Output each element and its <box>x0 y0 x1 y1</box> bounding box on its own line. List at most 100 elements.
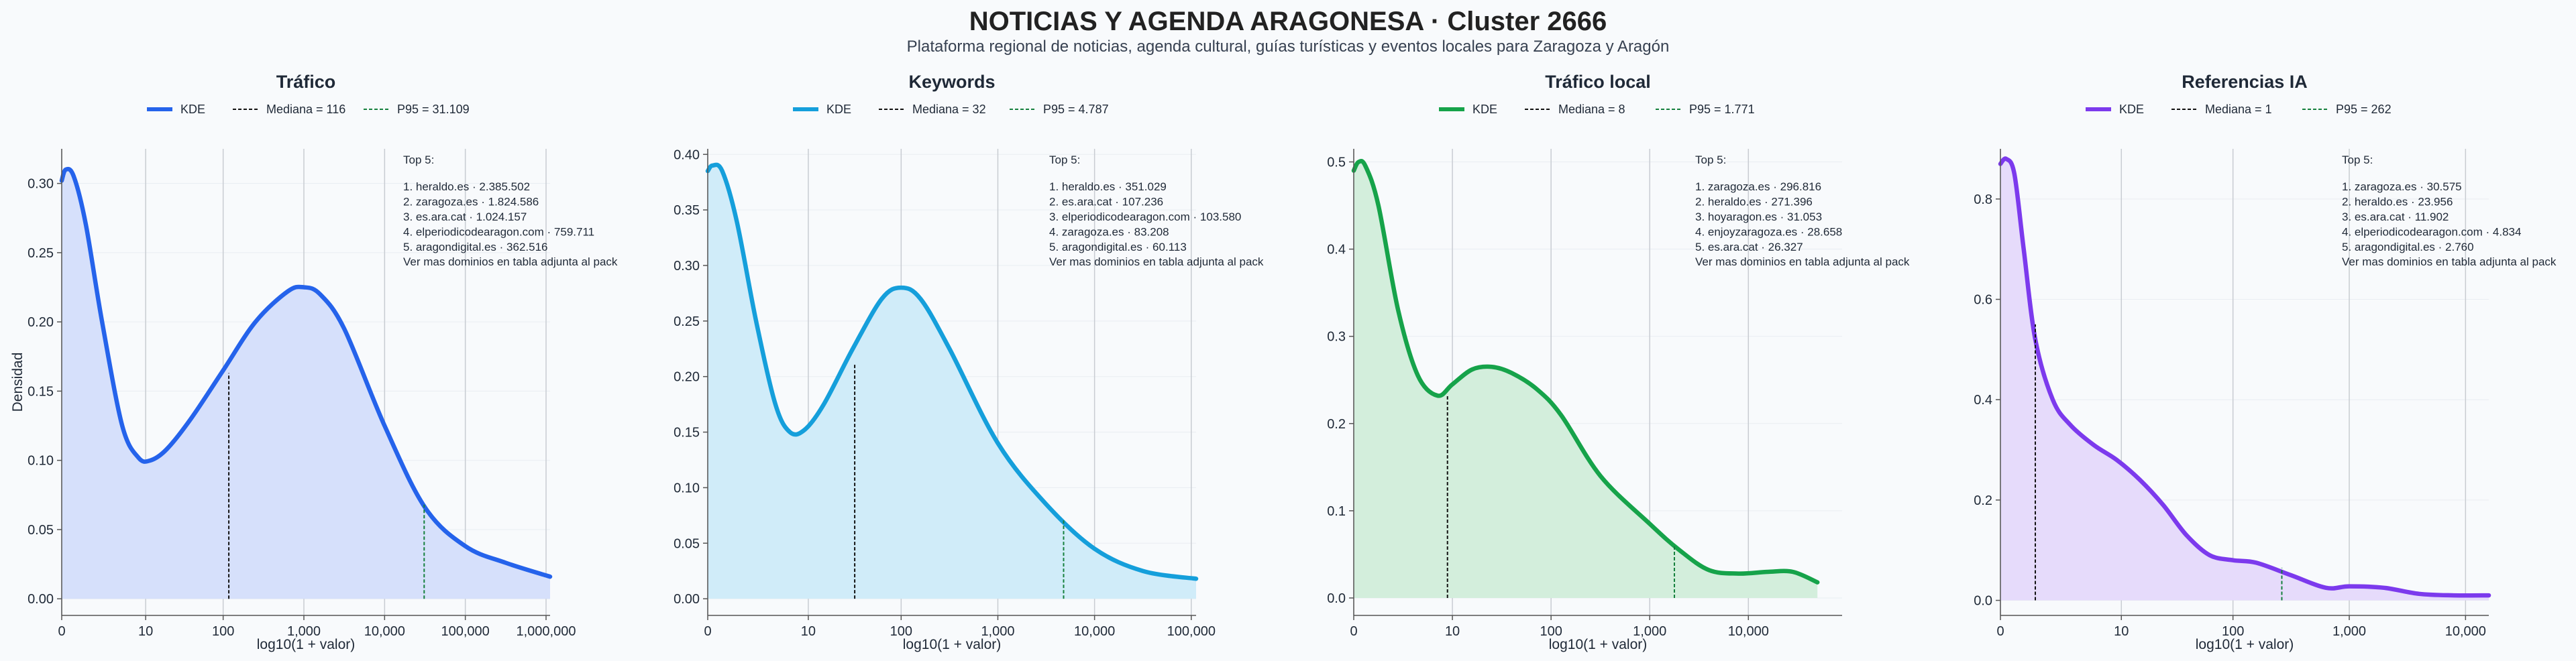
x-tick-label: 1,000 <box>1633 624 1666 639</box>
top5-item: 1. zaragoza.es · 30.575 <box>2342 180 2462 193</box>
legend-median-label: Mediana = 1 <box>2205 103 2272 116</box>
y-tick-label: 0.05 <box>28 523 54 538</box>
y-tick-label: 0.5 <box>1327 156 1346 170</box>
x-axis-label: log10(1 + valor) <box>1549 637 1648 652</box>
top5-heading: Top 5: <box>2342 154 2373 166</box>
x-tick-label: 1,000 <box>287 624 321 639</box>
x-tick-label: 1,000 <box>2332 624 2366 639</box>
y-tick-label: 0.00 <box>28 592 54 607</box>
panel-title: Tráfico <box>276 72 336 92</box>
x-tick-label: 10,000 <box>1728 624 1769 639</box>
x-axis-label: log10(1 + valor) <box>2196 637 2294 652</box>
y-tick-label: 0.15 <box>674 426 700 440</box>
top5-annotation: Top 5: 1. heraldo.es · 2.385.502 2. zarago… <box>403 154 618 268</box>
y-tick-label: 0.2 <box>1327 417 1346 432</box>
x-tick-label: 1,000,000 <box>516 624 576 639</box>
y-axis-label: Densidad <box>10 353 25 412</box>
kde-line <box>1998 156 2491 598</box>
top5-item: 1. zaragoza.es · 296.816 <box>1695 180 1821 193</box>
kde-line <box>59 166 553 579</box>
legend-median-label: Mediana = 8 <box>1558 103 1625 116</box>
legend-kde-label: KDE <box>1472 103 1497 116</box>
x-tick-label: 10,000 <box>2445 624 2486 639</box>
y-tick-label: 0.10 <box>28 454 54 469</box>
page-title: NOTICIAS Y AGENDA ARAGONESA · Cluster 26… <box>969 7 1607 36</box>
y-tick-label: 0.8 <box>1974 192 1992 207</box>
kde-area <box>62 169 550 599</box>
top5-item: 3. hoyaragon.es · 31.053 <box>1695 211 1822 223</box>
kde-area <box>1354 161 1818 598</box>
chart-panel-3: Tráfico local KDE Mediana = 8 P95 = 1.771 0.… <box>1327 72 1910 652</box>
y-tick-label: 0.25 <box>674 314 700 329</box>
top5-footer: Ver mas dominios en tabla adjunta al pac… <box>2342 255 2557 268</box>
x-tick-label: 0 <box>58 624 65 639</box>
top5-item: 4. enjoyzaragoza.es · 28.658 <box>1695 226 1842 239</box>
x-tick-label: 0 <box>1996 624 2004 639</box>
kde-line <box>1351 158 1820 585</box>
top5-annotation: Top 5: 1. zaragoza.es · 296.816 2. heraldo… <box>1695 154 1910 268</box>
panel-title: Tráfico local <box>1545 72 1651 92</box>
chart-panel-4: Referencias IA KDE Mediana = 1 P95 = 262 0.0… <box>1974 72 2557 652</box>
top5-heading: Top 5: <box>1049 154 1080 166</box>
legend-median-label: Mediana = 32 <box>912 103 986 116</box>
y-tick-label: 0.10 <box>674 481 700 495</box>
top5-item: 2. heraldo.es · 23.956 <box>2342 196 2453 208</box>
x-tick-label: 10,000 <box>364 624 405 639</box>
legend-p95-label: P95 = 31.109 <box>397 103 470 116</box>
x-tick-label: 10 <box>138 624 153 639</box>
legend: KDE Mediana = 1 P95 = 262 <box>2086 103 2392 116</box>
legend: KDE Mediana = 116 P95 = 31.109 <box>147 103 470 116</box>
x-tick-label: 10 <box>801 624 816 639</box>
x-axis-label: log10(1 + valor) <box>903 637 1002 652</box>
chart-panel-1: Tráfico KDE Mediana = 116 P95 = 31.109 0.00 0… <box>10 72 618 652</box>
x-tick-label: 100,000 <box>441 624 490 639</box>
legend-p95-label: P95 = 262 <box>2336 103 2392 116</box>
top5-footer: Ver mas dominios en tabla adjunta al pac… <box>403 255 618 268</box>
legend: KDE Mediana = 8 P95 = 1.771 <box>1439 103 1755 116</box>
top5-item: 5. aragondigital.es · 2.760 <box>2342 241 2474 253</box>
top5-annotation: Top 5: 1. zaragoza.es · 30.575 2. heraldo.… <box>2342 154 2557 268</box>
x-tick-label: 10 <box>1445 624 1460 639</box>
legend-kde-label: KDE <box>2119 103 2144 116</box>
top5-item: 5. es.ara.cat · 26.327 <box>1695 241 1803 253</box>
top5-heading: Top 5: <box>1695 154 1726 166</box>
x-tick-label: 0 <box>704 624 711 639</box>
legend-median-label: Mediana = 116 <box>266 103 345 116</box>
top5-heading: Top 5: <box>403 154 434 166</box>
top5-item: 2. zaragoza.es · 1.824.586 <box>403 196 539 208</box>
top5-item: 3. es.ara.cat · 1.024.157 <box>403 211 527 223</box>
y-tick-label: 0.0 <box>1974 594 1992 609</box>
top5-item: 4. elperiodicodearagon.com · 4.834 <box>2342 226 2521 239</box>
y-tick-label: 0.30 <box>674 259 700 274</box>
y-tick-label: 0.00 <box>674 592 700 607</box>
top5-item: 3. elperiodicodearagon.com · 103.580 <box>1049 211 1241 223</box>
legend-kde-label: KDE <box>826 103 851 116</box>
y-tick-label: 0.30 <box>28 177 54 192</box>
top5-item: 5. aragondigital.es · 60.113 <box>1049 241 1187 253</box>
kde-area <box>708 164 1196 599</box>
kde-area <box>2000 158 2489 601</box>
x-tick-label: 10,000 <box>1074 624 1115 639</box>
y-tick-label: 0.2 <box>1974 493 1992 508</box>
y-tick-label: 0.20 <box>28 315 54 330</box>
top5-item: 1. heraldo.es · 351.029 <box>1049 180 1167 193</box>
top5-footer: Ver mas dominios en tabla adjunta al pac… <box>1695 255 1910 268</box>
x-tick-label: 100 <box>2222 624 2244 639</box>
x-tick-label: 0 <box>1350 624 1357 639</box>
x-tick-label: 10 <box>2114 624 2129 639</box>
legend-kde-label: KDE <box>180 103 205 116</box>
panel-title: Keywords <box>908 72 995 92</box>
top5-annotation: Top 5: 1. heraldo.es · 351.029 2. es.ara.c… <box>1049 154 1264 268</box>
x-tick-label: 100,000 <box>1167 624 1216 639</box>
y-tick-label: 0.6 <box>1974 293 1992 308</box>
y-tick-label: 0.40 <box>674 147 700 162</box>
y-tick-label: 0.4 <box>1327 243 1346 257</box>
chart-panel-2: Keywords KDE Mediana = 32 P95 = 4.787 0.00 0.… <box>674 72 1264 652</box>
kde-line <box>705 162 1199 581</box>
x-tick-label: 100 <box>1540 624 1562 639</box>
y-tick-label: 0.35 <box>674 203 700 218</box>
y-tick-label: 0.05 <box>674 536 700 551</box>
top5-item: 1. heraldo.es · 2.385.502 <box>403 180 530 193</box>
y-tick-label: 0.3 <box>1327 330 1346 345</box>
